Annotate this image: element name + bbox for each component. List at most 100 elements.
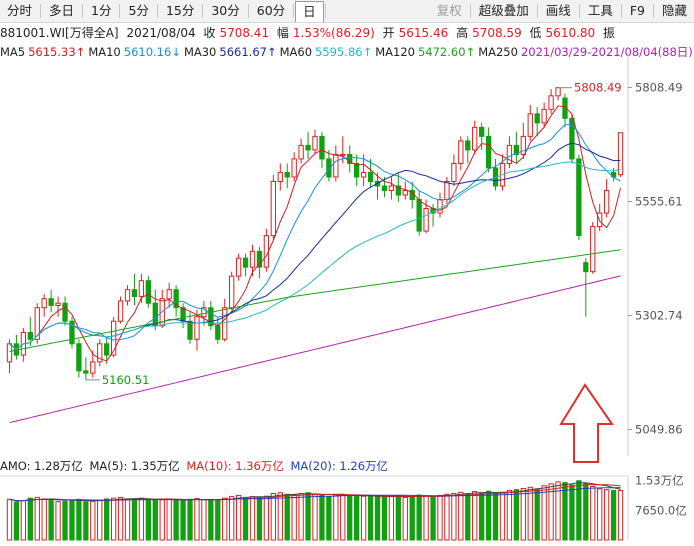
amo-ma5: MA(5): 1.35万亿 (89, 459, 180, 473)
tools-button[interactable]: 工具 (587, 3, 613, 18)
volume-bar (576, 480, 582, 541)
quote-date: 2021/08/04 (126, 26, 196, 40)
period-toolbar: 分时 多日 1分 5分 15分 30分 60分 日 复权 超级叠加 画线 工具 … (0, 0, 694, 23)
ma10-line (9, 123, 621, 351)
candle-body (298, 144, 304, 160)
volume-bar (277, 492, 283, 541)
hide-button[interactable]: 隐藏 (661, 3, 687, 18)
candle-body (395, 185, 401, 196)
volume-bar (520, 487, 526, 541)
volume-bar (534, 488, 540, 541)
candle-body (187, 320, 193, 340)
volume-bar (263, 495, 270, 541)
candle-body (527, 113, 533, 137)
f9-button[interactable]: F9 (629, 3, 645, 18)
volume-bar (458, 491, 464, 541)
candle-body (485, 135, 492, 169)
volume-bar (104, 498, 110, 541)
candle-body (319, 135, 325, 160)
high-label: 高 (456, 26, 469, 40)
candle-body (27, 332, 33, 340)
volume-bar (34, 496, 40, 541)
volume-bar (312, 493, 318, 541)
volume-bar (548, 483, 554, 541)
volume-bar (159, 499, 165, 541)
tab-intraday[interactable]: 分时 (7, 3, 33, 18)
volume-bar (513, 489, 520, 541)
volume-bar (138, 497, 145, 541)
volume-bar (416, 494, 422, 541)
volume-bar (145, 498, 152, 541)
volume-bar (166, 498, 172, 541)
ma-legend-label-0: MA5 (0, 45, 26, 59)
volume-bar (6, 498, 13, 541)
ma-legend: MA5 5615.33↑ MA10 5610.16↓ MA30 5661.67↑ MA60 5… (0, 43, 694, 61)
amo-ma20: MA(20): 1.26万亿 (290, 459, 389, 473)
candle-body (97, 343, 103, 363)
candle-body (55, 302, 61, 306)
tab-5min[interactable]: 5分 (128, 3, 149, 18)
candle-body (444, 180, 450, 201)
volume-bar (402, 496, 408, 541)
volume-bar (249, 496, 256, 541)
candle-body (603, 189, 610, 214)
ma-legend-label-1: MA10 (88, 45, 121, 59)
candle-body (166, 289, 172, 300)
tab-daily[interactable]: 日 (295, 1, 324, 22)
volume-bar (472, 491, 478, 541)
candle-body (465, 140, 471, 151)
tab-60min[interactable]: 60分 (256, 3, 286, 18)
candle-body (110, 320, 117, 356)
volume-bar (354, 496, 360, 541)
volume-bar (465, 493, 471, 541)
candle-body (326, 158, 332, 178)
ma-legend-value-2: 5661.67↑ (219, 45, 277, 59)
candle-body (180, 307, 186, 322)
low-annotation: 5160.51 (102, 373, 150, 387)
candle-body (208, 307, 214, 327)
volume-bar (451, 493, 457, 541)
candle-body (583, 262, 589, 273)
candle-body (472, 126, 478, 151)
ma-legend-label-2: MA30 (183, 45, 217, 59)
draw-line-button[interactable]: 画线 (545, 3, 571, 18)
candle-body (305, 144, 311, 151)
overlay-button[interactable]: 超级叠加 (478, 3, 529, 18)
volume-bar (319, 494, 325, 541)
volume-bar (235, 494, 242, 541)
volume-bar (499, 492, 506, 541)
volume-bar (13, 501, 20, 541)
close-label: 收 (203, 26, 216, 40)
open-value: 5615.46 (398, 26, 449, 40)
tab-30min[interactable]: 30分 (211, 3, 240, 18)
candle-body (83, 370, 89, 374)
high-value: 5708.59 (472, 26, 522, 40)
low-value: 5610.80 (545, 26, 596, 40)
candle-body (277, 171, 283, 182)
volume-bar (194, 498, 200, 541)
volume-bar (76, 498, 82, 541)
volume-bar (97, 499, 103, 541)
tab-multiday[interactable]: 多日 (49, 3, 75, 18)
amo-value: AMO: 1.28万亿 (0, 459, 83, 473)
volume-bar (90, 500, 96, 541)
adjust-button[interactable]: 复权 (436, 3, 462, 18)
vol-ma20-line (9, 487, 621, 502)
volume-bar (305, 492, 311, 541)
volume-bar (173, 499, 179, 541)
volume-bar (360, 495, 367, 541)
volume-bar (527, 486, 533, 541)
y-tick-label: 5555.61 (635, 194, 683, 208)
volume-bar (485, 490, 492, 541)
tab-15min[interactable]: 15分 (165, 3, 195, 18)
candle-body (249, 250, 256, 268)
volume-bar (201, 499, 207, 541)
volume-bar (478, 492, 485, 541)
candle-body (284, 171, 290, 178)
candle-body (117, 300, 124, 322)
volume-bar (69, 499, 75, 541)
tab-1min[interactable]: 1分 (91, 3, 112, 18)
candle-body (423, 208, 429, 232)
volume-bar (541, 485, 547, 541)
candle-body (555, 87, 561, 97)
